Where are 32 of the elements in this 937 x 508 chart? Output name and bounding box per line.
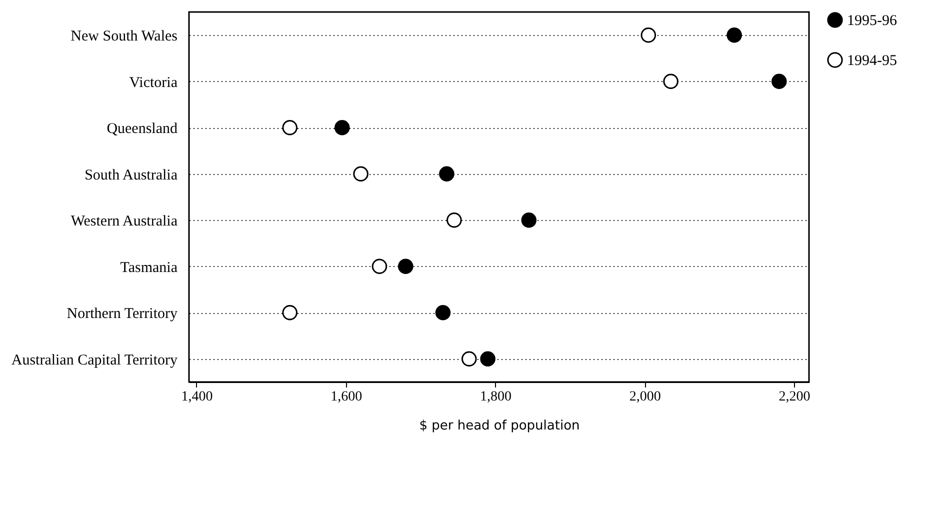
x-axis-title: $ per head of population (419, 418, 580, 434)
point (439, 166, 454, 182)
point (461, 351, 477, 367)
legend-label: 1994-95 (847, 53, 897, 69)
point (640, 27, 656, 43)
x-tick-label: 2,200 (778, 390, 810, 404)
point (663, 74, 678, 90)
point (435, 304, 451, 320)
point (282, 120, 298, 136)
point (726, 27, 742, 43)
point (480, 351, 496, 367)
point (372, 258, 388, 274)
y-tick-label: Victoria (129, 74, 178, 91)
point (771, 74, 787, 90)
legend-label: 1995-96 (847, 13, 898, 29)
point (521, 212, 537, 228)
x-tick-label: 1,600 (330, 390, 362, 404)
y-tick-label: Northern Territory (66, 306, 178, 322)
y-tick-label: New South Wales (70, 28, 178, 45)
point (353, 166, 368, 182)
point (446, 212, 462, 228)
x-tick-label: 1,400 (181, 390, 213, 404)
y-tick-label: Queensland (106, 121, 178, 138)
x-tick-label: 1,800 (480, 390, 512, 404)
y-tick-label: Australian Capital Territory (11, 352, 178, 368)
point (398, 258, 414, 274)
y-tick-label: Tasmania (120, 260, 178, 276)
y-tick-label: Western Australia (70, 214, 178, 230)
point (282, 304, 298, 320)
point (334, 120, 350, 136)
x-tick-label: 2,000 (629, 390, 661, 404)
y-tick-label: South Australia (84, 167, 178, 184)
